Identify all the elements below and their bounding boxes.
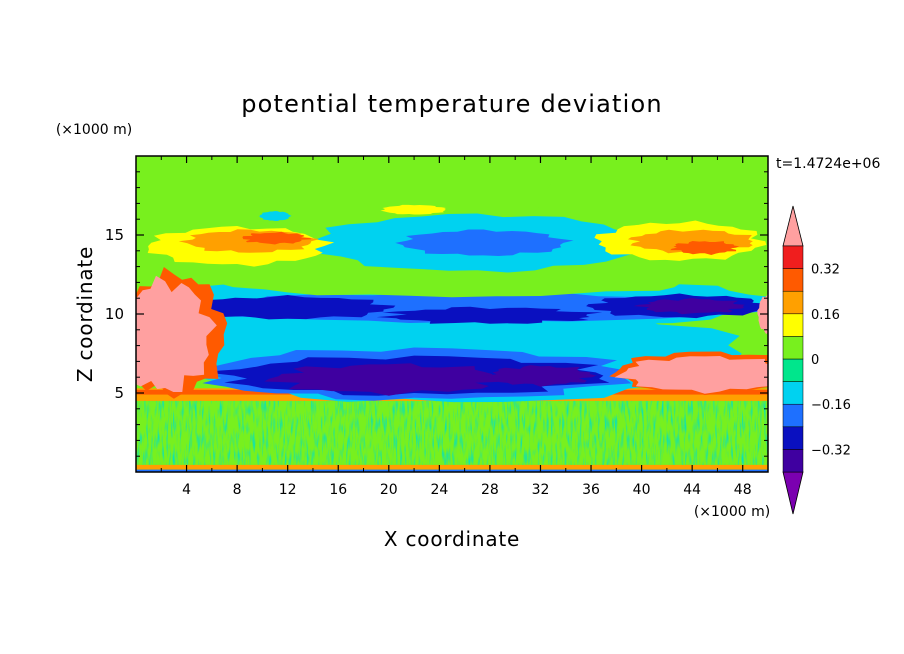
yellow-spot-top (380, 204, 446, 215)
colorbar-segment (782, 290, 804, 315)
y-tick-label: 15 (105, 226, 124, 244)
colorbar-tick-label: 0.32 (811, 263, 840, 278)
colorbar-tick-label: −0.32 (811, 443, 851, 458)
colorbar-segment (782, 449, 804, 473)
x-tick-label: 36 (582, 482, 600, 498)
mid-purple-core (264, 363, 522, 396)
x-tick-label: 44 (683, 482, 701, 498)
colorbar-segment (782, 403, 804, 428)
mixed-layer-texture (136, 400, 768, 469)
colorbar-tick-label: −0.16 (811, 398, 851, 413)
colorbar-tick-label: 0 (811, 353, 819, 368)
colorbar-segment (782, 358, 804, 382)
x-axis-label: X coordinate (384, 527, 520, 551)
colorbar-segment (782, 336, 804, 360)
warm-patch-left-core (136, 275, 217, 392)
colorbar-tick-label: 0.16 (811, 308, 840, 323)
y-tick-label: 5 (114, 384, 124, 402)
surface-cold-strip (136, 469, 768, 472)
x-tick-label: 48 (734, 482, 752, 498)
upper-green-band (191, 257, 707, 298)
colorbar-segment (782, 268, 804, 292)
colorbar-segment (782, 381, 804, 405)
x-tick-label: 20 (380, 482, 398, 498)
y-tick-label: 10 (105, 305, 124, 323)
x-tick-label: 40 (633, 482, 651, 498)
field-upper-warm-left (248, 156, 327, 202)
x-tick-label: 4 (182, 482, 191, 498)
upper-navy-center (376, 306, 603, 324)
x-tick-label: 12 (279, 482, 297, 498)
cyan-spot-top (259, 211, 292, 221)
colorbar-segment (782, 245, 804, 269)
time-label: t=1.4724e+06 (776, 156, 880, 172)
colorbar-segment (782, 426, 804, 450)
x-axis: 4 8 12 16 20 24 28 32 36 40 44 48 (160, 156, 752, 498)
x-tick-label: 32 (532, 482, 550, 498)
x-unit-label: (×1000 m) (694, 504, 770, 520)
colorbar: 0.32 0.16 0 −0.16 −0.32 (782, 205, 851, 515)
chart-title: potential temperature deviation (241, 90, 663, 118)
warm-tongue-right-core (670, 241, 740, 255)
x-tick-label: 16 (329, 482, 347, 498)
colorbar-arrow-top (782, 205, 804, 247)
upper-purple-right (633, 298, 745, 315)
warm-tongue-left-core (242, 231, 312, 245)
field-upper-plume (348, 156, 553, 237)
x-tick-label: 28 (481, 482, 499, 498)
y-unit-label: (×1000 m) (56, 122, 132, 138)
x-tick-label: 8 (233, 482, 242, 498)
surface-warm-strip (136, 464, 768, 470)
y-axis-label: Z coordinate (73, 246, 97, 382)
warm-patch-right-core (614, 356, 768, 394)
colorbar-segment (782, 313, 804, 337)
colorbar-arrow-bottom (782, 471, 804, 515)
upper-navy-left (177, 295, 396, 320)
mid-purple-core-2 (482, 365, 597, 387)
y-axis: 5 10 15 (105, 171, 768, 457)
x-tick-label: 24 (430, 482, 448, 498)
plot-area (136, 156, 768, 472)
upper-blue-lens (395, 229, 574, 256)
